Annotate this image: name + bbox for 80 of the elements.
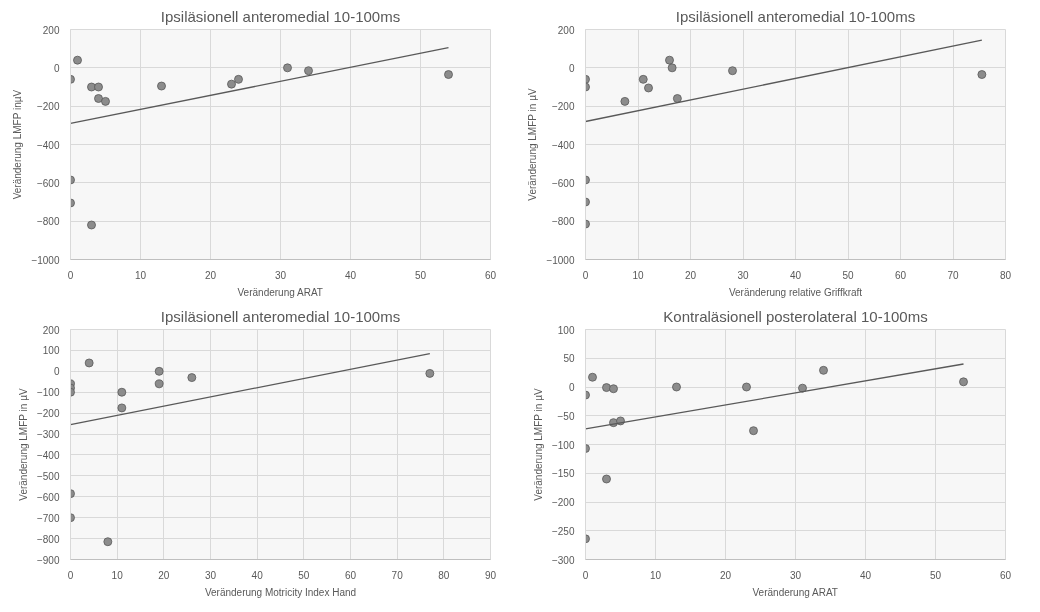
y-tick-label: −200	[36, 408, 60, 420]
x-tick-label: 50	[298, 569, 310, 581]
x-tick-label: 20	[684, 269, 697, 281]
x-tick-label: 90	[484, 569, 497, 581]
x-tick-label: 30	[274, 269, 287, 281]
x-tick-label: 20	[158, 569, 170, 581]
x-tick-label: 10	[134, 269, 147, 281]
x-tick-label: 50	[842, 269, 854, 281]
x-axis-title: Veränderung ARAT	[237, 286, 323, 298]
y-tick-label: 200	[557, 24, 575, 36]
y-tick-label: 0	[568, 382, 575, 393]
y-tick-label: 0	[568, 62, 575, 74]
x-tick-label: 30	[789, 569, 802, 581]
y-tick-label: −500	[36, 470, 60, 482]
y-tick-label: −800	[36, 216, 60, 228]
x-tick-label: 0	[582, 569, 589, 581]
x-tick-label: 40	[251, 569, 264, 581]
y-tick-label: −600	[36, 177, 60, 189]
x-tick-label: 20	[719, 569, 732, 581]
y-tick-label: −200	[551, 101, 575, 113]
x-tick-label: 80	[999, 269, 1012, 281]
y-tick-label: −600	[551, 177, 575, 189]
x-tick-label: 70	[947, 269, 959, 281]
y-tick-label: −300	[551, 554, 575, 566]
x-tick-label: 60	[344, 569, 357, 581]
x-tick-label: 30	[204, 569, 217, 581]
x-axis-title: Veränderung ARAT	[752, 586, 838, 598]
x-tick-label: 40	[859, 569, 872, 581]
y-tick-label: −150	[551, 468, 575, 480]
y-tick-label: −800	[36, 533, 60, 545]
y-tick-label: −700	[36, 512, 60, 524]
chart-title: Kontraläsionell posterolateral 10-100ms	[663, 307, 928, 325]
y-tick-label: −900	[36, 554, 60, 566]
y-axis-title: Veränderung LMFP in µV	[527, 88, 539, 201]
x-tick-label: 60	[999, 569, 1012, 581]
x-tick-label: 60	[894, 269, 907, 281]
y-tick-label: −800	[551, 216, 575, 228]
y-axis-title: Veränderung LMFP inµV	[12, 89, 24, 200]
y-tick-label: −400	[36, 449, 60, 461]
x-tick-label: 40	[789, 269, 802, 281]
y-tick-label: 100	[557, 324, 575, 336]
y-tick-label: −1000	[546, 254, 575, 266]
x-tick-label: 30	[737, 269, 749, 281]
y-tick-label: 0	[53, 62, 60, 74]
x-tick-label: 20	[204, 269, 217, 281]
x-tick-label: 60	[484, 269, 497, 281]
x-tick-label: 0	[582, 269, 589, 281]
y-axis-title: Veränderung LMFP in µV	[17, 388, 29, 501]
y-tick-label: −300	[36, 429, 60, 441]
x-tick-label: 10	[111, 569, 124, 581]
x-tick-label: 10	[632, 269, 644, 281]
x-tick-label: 40	[344, 269, 357, 281]
chart-title: Ipsiläsionell anteromedial 10-100ms	[160, 307, 401, 325]
y-tick-label: −200	[551, 497, 575, 508]
chart-title: Ipsiläsionell anteromedial 10-100ms	[675, 7, 916, 25]
x-tick-label: 50	[929, 569, 942, 581]
x-tick-label: 70	[391, 569, 404, 581]
x-tick-label: 80	[438, 569, 450, 581]
x-tick-label: 50	[414, 269, 427, 281]
x-axis-title: Veränderung relative Griffkraft	[728, 286, 863, 298]
y-tick-label: 200	[42, 24, 60, 36]
y-tick-label: −400	[551, 139, 575, 151]
x-tick-label: 0	[67, 569, 74, 581]
x-tick-label: 0	[67, 269, 74, 281]
y-tick-label: −100	[36, 387, 60, 399]
y-tick-label: 200	[42, 324, 60, 336]
y-tick-label: −200	[36, 101, 60, 113]
y-tick-label: 50	[563, 353, 575, 365]
x-tick-label: 10	[649, 569, 662, 581]
y-tick-label: −50	[557, 410, 575, 422]
chart-title: Ipsiläsionell anteromedial 10-100ms	[160, 7, 401, 25]
y-tick-label: −250	[551, 525, 575, 537]
y-tick-label: −100	[551, 439, 575, 451]
y-tick-label: −1000	[31, 254, 60, 266]
y-axis-title: Veränderung LMFP in µV	[532, 388, 544, 501]
y-tick-label: 100	[42, 345, 60, 357]
y-tick-label: −400	[36, 139, 60, 151]
y-tick-label: −600	[36, 491, 60, 503]
y-tick-label: 0	[53, 366, 60, 378]
x-axis-title: Veränderung Motricity Index Hand	[204, 586, 357, 598]
